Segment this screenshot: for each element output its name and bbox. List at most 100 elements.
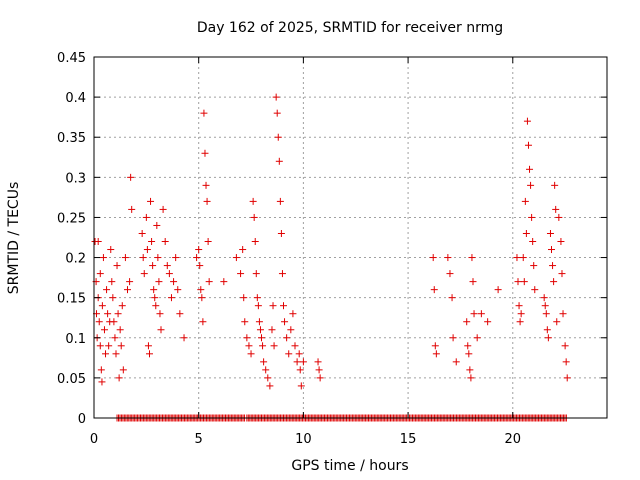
data-point [275, 157, 283, 165]
data-point [165, 270, 173, 278]
data-point [466, 366, 474, 374]
data-point [268, 326, 276, 334]
data-point [289, 310, 297, 318]
data-point [232, 254, 240, 262]
data-point [432, 350, 440, 358]
data-point [464, 342, 472, 350]
data-point [148, 238, 156, 246]
data-point [103, 286, 111, 294]
data-point [452, 358, 460, 366]
data-point [249, 197, 257, 205]
data-point [430, 286, 438, 294]
data-point [529, 238, 537, 246]
data-point [117, 342, 125, 350]
data-point [112, 350, 120, 358]
data-point [159, 205, 167, 213]
data-point [469, 278, 477, 286]
data-point [273, 109, 281, 117]
data-point [550, 278, 558, 286]
data-point [256, 326, 264, 334]
data-point [431, 342, 439, 350]
data-point [153, 221, 161, 229]
data-point [172, 254, 180, 262]
plot-frame [93, 56, 608, 419]
data-point [297, 382, 305, 390]
data-point [201, 149, 209, 157]
data-point [247, 350, 255, 358]
data-point [295, 350, 303, 358]
data-point [145, 350, 153, 358]
data-point [473, 334, 481, 342]
data-point [151, 294, 159, 302]
data-point [144, 342, 152, 350]
data-point [551, 181, 559, 189]
data-point [463, 318, 471, 326]
data-point [449, 334, 457, 342]
y-tick-label: 0.25 [57, 211, 86, 226]
data-point [237, 270, 245, 278]
data-point [291, 342, 299, 350]
data-point [494, 286, 502, 294]
data-point [559, 310, 567, 318]
data-point [299, 358, 307, 366]
data-point [515, 302, 523, 310]
data-point [98, 302, 106, 310]
data-point [239, 246, 247, 254]
data-point [548, 246, 556, 254]
data-point [277, 229, 285, 237]
x-axis-label: GPS time / hours [291, 458, 408, 474]
data-point [429, 254, 437, 262]
data-point [100, 326, 108, 334]
y-tick-label: 0.15 [57, 292, 86, 307]
data-point [264, 374, 272, 382]
data-point [155, 278, 163, 286]
data-point [279, 302, 287, 310]
data-point [250, 213, 258, 221]
y-tick-label: 0.4 [65, 91, 86, 106]
data-point [281, 318, 289, 326]
data-point [126, 278, 134, 286]
data-point [526, 165, 534, 173]
data-point [254, 302, 262, 310]
data-point [118, 302, 126, 310]
data-point [543, 326, 551, 334]
data-point [163, 262, 171, 270]
data-point [315, 366, 323, 374]
data-point [563, 374, 571, 382]
data-point [558, 270, 566, 278]
data-point [270, 342, 278, 350]
data-point [521, 197, 529, 205]
data-point [514, 278, 522, 286]
data-point [245, 342, 253, 350]
data-point [170, 278, 178, 286]
grid-lines [94, 57, 607, 418]
y-tick-label: 0.1 [65, 332, 86, 347]
data-point [94, 238, 102, 246]
data-point [240, 294, 248, 302]
data-point [561, 342, 569, 350]
data-point [468, 254, 476, 262]
data-point [105, 342, 113, 350]
data-point [278, 270, 286, 278]
data-point [287, 326, 295, 334]
data-point [167, 294, 175, 302]
data-point [549, 262, 557, 270]
data-point [95, 318, 103, 326]
data-point [540, 294, 548, 302]
data-point [259, 342, 267, 350]
data-point [316, 374, 324, 382]
data-point [110, 318, 118, 326]
data-point [258, 334, 266, 342]
data-point [174, 286, 182, 294]
data-point [553, 318, 561, 326]
data-point [484, 318, 492, 326]
data-point [197, 286, 205, 294]
y-tick-label: 0.2 [65, 252, 86, 267]
data-point [108, 278, 116, 286]
data-point [519, 254, 527, 262]
data-point [520, 278, 528, 286]
data-point [104, 310, 112, 318]
y-tick-label: 0.45 [57, 51, 86, 66]
